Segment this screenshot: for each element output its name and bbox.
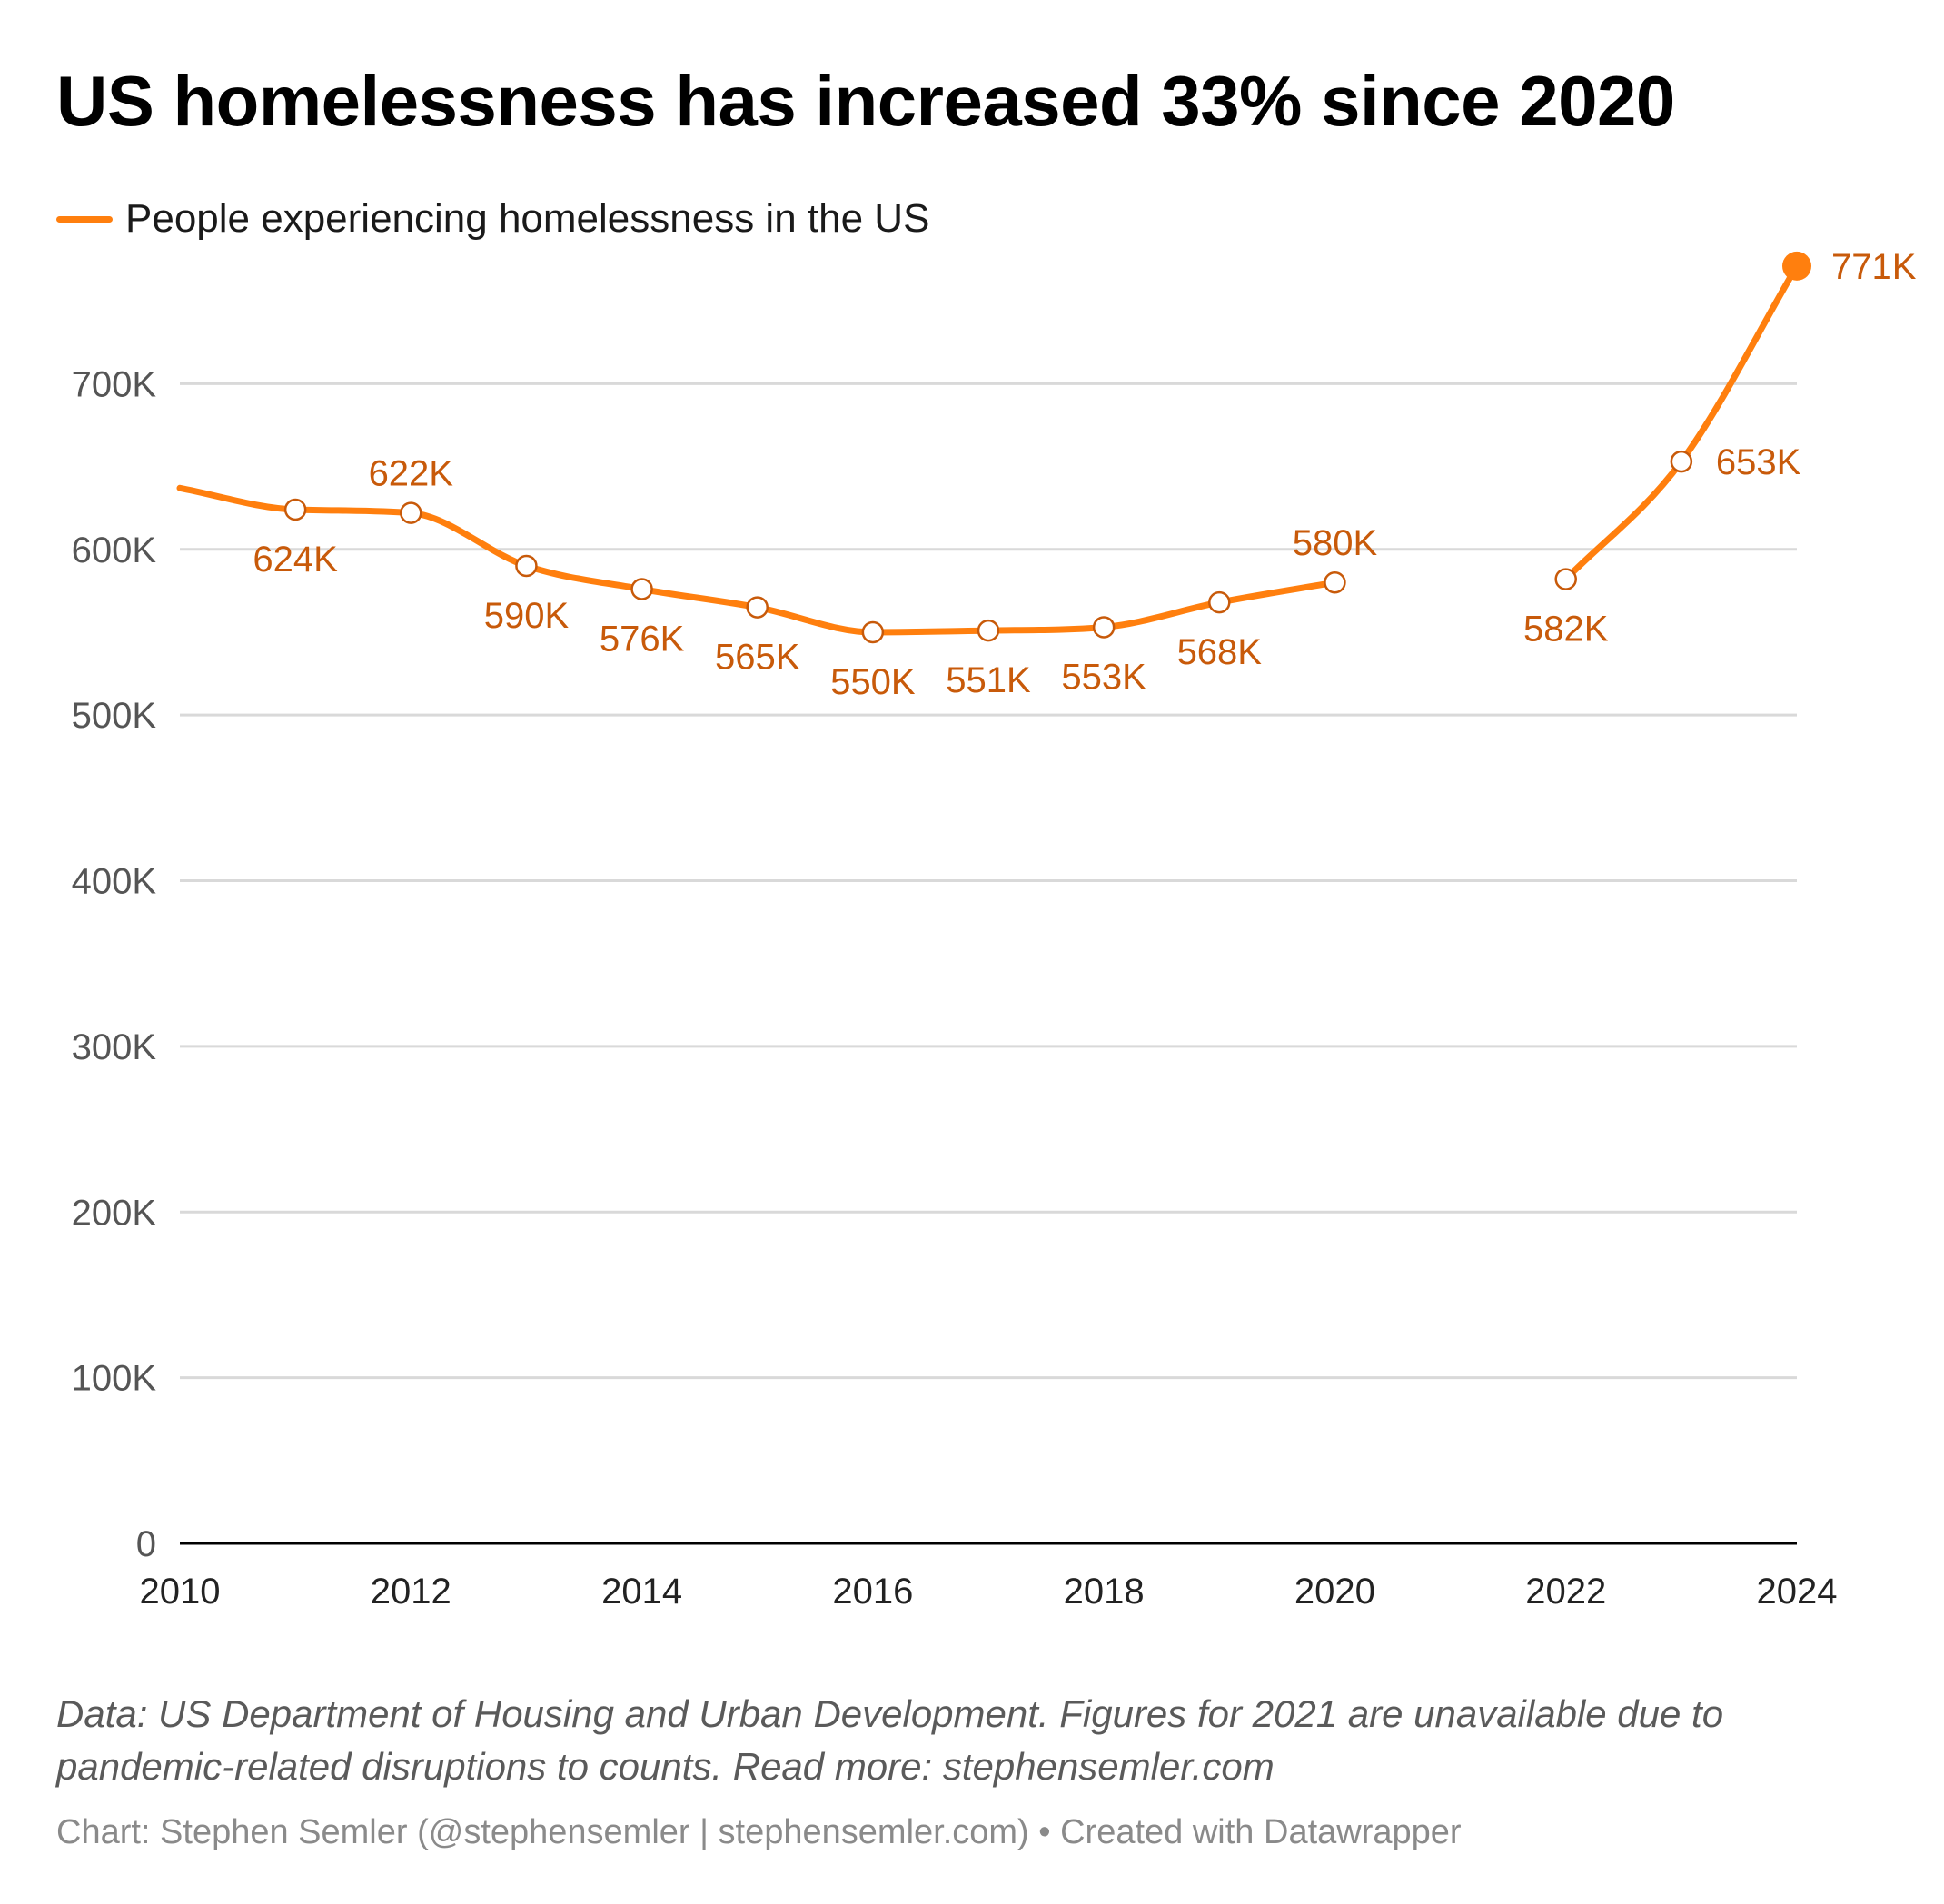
y-tick-label: 200K: [72, 1193, 157, 1233]
y-tick-label: 300K: [72, 1027, 157, 1067]
data-point: [1324, 570, 1346, 594]
data-point: [630, 578, 653, 600]
x-tick-label: 2014: [601, 1572, 682, 1611]
y-tick-label: 0: [136, 1524, 156, 1564]
y-tick-label: 500K: [72, 696, 157, 736]
data-point: [746, 596, 769, 619]
data-label: 771K: [1831, 247, 1917, 287]
legend-swatch: [56, 215, 113, 223]
x-tick-label: 2016: [832, 1572, 913, 1611]
data-label: 590K: [484, 596, 570, 636]
x-tick-label: 2024: [1757, 1572, 1838, 1611]
data-label: 653K: [1716, 442, 1801, 482]
data-label: 622K: [369, 454, 454, 494]
data-label: 565K: [715, 638, 800, 678]
y-tick-label: 600K: [72, 531, 157, 570]
y-tick-label: 400K: [72, 862, 157, 902]
data-point: [977, 619, 1000, 642]
x-tick-label: 2018: [1064, 1572, 1145, 1611]
line-chart: 0 100K 200K 300K 400K 500K 600K 700K 2010 2012 201…: [72, 247, 1917, 1611]
data-point: [400, 501, 422, 524]
legend: People experiencing homelessness in the …: [56, 196, 929, 242]
x-tick-label: 2022: [1525, 1572, 1606, 1611]
data-point: [1554, 568, 1577, 590]
data-label: 576K: [600, 620, 685, 659]
data-point: [515, 554, 538, 578]
chart-credit: Chart: Stephen Semler (@stephensemler | …: [56, 1813, 1462, 1851]
legend-label: People experiencing homelessness in the …: [125, 196, 930, 241]
data-label: 580K: [1293, 523, 1378, 563]
data-point: [1670, 450, 1693, 473]
y-tick-label: 100K: [72, 1359, 157, 1399]
series-line-segment: [1562, 263, 1800, 583]
data-label: 568K: [1177, 632, 1263, 672]
data-point: [1208, 590, 1231, 614]
data-point: [283, 498, 307, 521]
data-point-highlight: [1782, 251, 1811, 281]
data-label: 582K: [1523, 610, 1609, 650]
data-label: 553K: [1061, 657, 1146, 697]
source-note: Data: US Department of Housing and Urban…: [56, 1692, 1724, 1788]
data-label: 550K: [830, 662, 916, 702]
y-tick-label: 700K: [72, 364, 157, 404]
x-tick-label: 2012: [371, 1572, 451, 1611]
data-point: [861, 620, 885, 644]
chart-title: US homelessness has increased 33% since …: [56, 61, 1675, 141]
data-label: 551K: [946, 660, 1031, 700]
data-point: [1092, 616, 1116, 639]
x-tick-label: 2020: [1294, 1572, 1375, 1611]
data-label: 624K: [253, 540, 338, 580]
x-tick-label: 2010: [140, 1572, 221, 1611]
